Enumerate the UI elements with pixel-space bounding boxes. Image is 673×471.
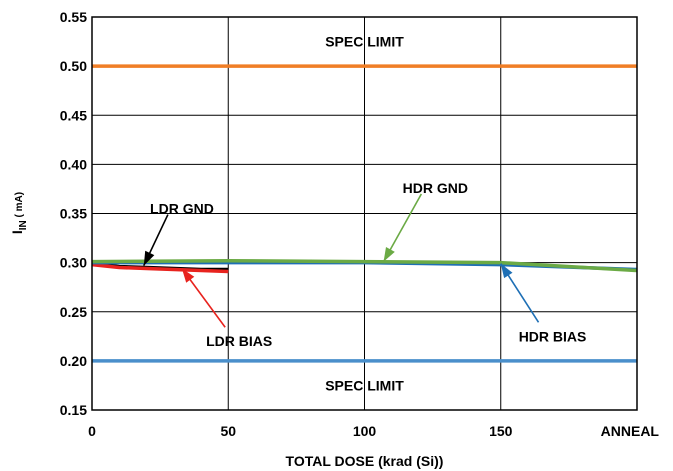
spec-limits: SPEC LIMIT SPEC LIMIT (92, 34, 637, 393)
y-tick-label: 0.45 (60, 107, 87, 123)
annotations: LDR GND LDR BIAS HDR GND HDR BIAS (143, 180, 587, 349)
annotation-label-hdr-bias: HDR BIAS (519, 328, 587, 344)
y-axis-title-main: I (9, 230, 25, 234)
x-tick-label: 0 (88, 423, 96, 439)
annotation-arrowhead-ldr-bias (181, 268, 195, 283)
y-tick-label: 0.50 (60, 58, 87, 74)
y-tick-labels: 0.15 0.20 0.25 0.30 0.35 0.40 0.45 0.50 0.55 (60, 9, 87, 418)
y-tick-label: 0.25 (60, 304, 87, 320)
y-tick-label: 0.20 (60, 353, 87, 369)
y-tick-label: 0.35 (60, 206, 87, 222)
plot-frame (91, 16, 638, 411)
annotation-arrowhead-ldr-gnd (143, 250, 155, 266)
y-axis-title-unit: ( mA) (14, 192, 25, 220)
x-tick-label: 150 (489, 423, 513, 439)
y-tick-label: 0.30 (60, 255, 87, 271)
annotation-label-hdr-gnd: HDR GND (403, 180, 468, 196)
spec-limit-label: SPEC LIMIT (325, 34, 404, 50)
series-line-ldr-bias (91, 262, 229, 274)
annotation-label-ldr-bias: LDR BIAS (206, 333, 272, 349)
x-tick-label: ANNEAL (601, 423, 660, 439)
annotation-label-ldr-gnd: LDR GND (150, 201, 214, 217)
y-tick-label: 0.40 (60, 156, 87, 172)
spec-limit-label: SPEC LIMIT (325, 377, 404, 393)
x-tick-labels: 0 50 100 150 ANNEAL (88, 423, 659, 439)
y-tick-label: 0.55 (60, 9, 87, 25)
y-axis-title: IIN ( mA) (9, 192, 29, 234)
x-axis-title: TOTAL DOSE (krad (Si)) (286, 453, 444, 469)
series-line-hdr-gnd (91, 258, 638, 273)
annotation-arrowhead-hdr-bias (500, 263, 513, 279)
y-axis-title-subscript: IN (18, 220, 29, 230)
x-tick-label: 100 (353, 423, 377, 439)
annotation-arrowhead-hdr-gnd (383, 247, 395, 262)
x-tick-label: 50 (220, 423, 236, 439)
y-tick-label: 0.15 (60, 402, 87, 418)
data-series (91, 258, 638, 274)
